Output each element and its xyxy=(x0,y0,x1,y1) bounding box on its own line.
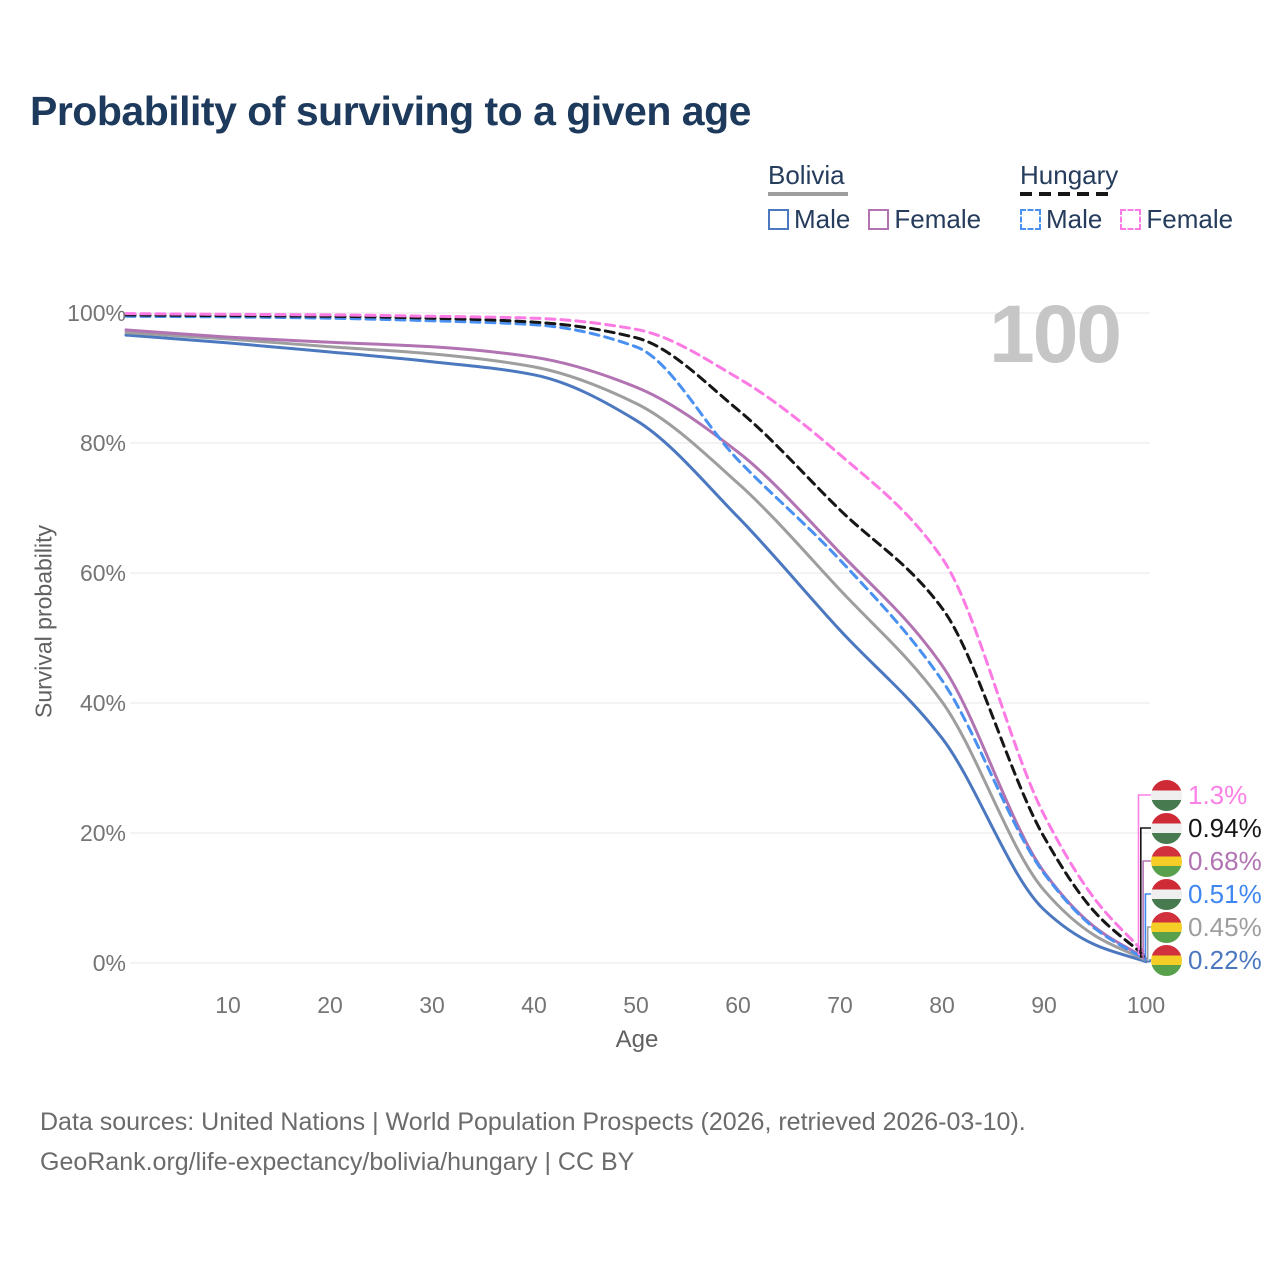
legend-item-bolivia-male[interactable]: Male xyxy=(768,204,850,235)
x-tick-label: 100 xyxy=(1126,992,1166,1018)
legend-item-hungary-female[interactable]: Female xyxy=(1120,204,1233,235)
page-title: Probability of surviving to a given age xyxy=(30,88,751,134)
end-label-value: 0.68% xyxy=(1188,845,1262,876)
y-tick-label: 40% xyxy=(79,690,126,716)
legend-item-label: Female xyxy=(1146,204,1234,234)
y-tick-label: 0% xyxy=(92,950,126,976)
series-line-bolivia-female xyxy=(124,328,1148,961)
y-tick-label: 60% xyxy=(79,560,126,586)
series-line-hungary-male xyxy=(124,314,1148,962)
x-tick-label: 50 xyxy=(623,992,649,1018)
end-label: 0.22% xyxy=(1151,944,1262,976)
dashed-line-style-sample xyxy=(1020,192,1114,196)
legend-item-label: Male xyxy=(1046,204,1103,234)
end-label-connector xyxy=(1142,860,1151,960)
end-label-value: 1.3% xyxy=(1188,779,1248,810)
end-label-value: 0.22% xyxy=(1188,944,1262,975)
legend-swatch-icon xyxy=(1120,209,1142,230)
legend-item-label: Female xyxy=(894,204,982,234)
legend-group-bolivia: Bolivia Male Female xyxy=(768,160,981,235)
y-tick-label: 100% xyxy=(67,300,126,326)
legend-group-hungary: Hungary Male Female xyxy=(1020,160,1233,235)
legend-swatch-icon xyxy=(768,209,789,230)
series-line-bolivia-combined xyxy=(124,331,1148,962)
end-label: 1.3% xyxy=(1151,779,1247,811)
hungary-flag-icon xyxy=(1151,779,1182,811)
end-label: 0.94% xyxy=(1151,812,1262,844)
end-label-connector xyxy=(1146,959,1151,963)
end-label-value: 0.51% xyxy=(1188,878,1262,909)
end-label-value: 0.45% xyxy=(1188,911,1262,942)
end-label-connector xyxy=(1146,926,1151,961)
x-tick-label: 10 xyxy=(215,992,241,1018)
bolivia-flag-icon xyxy=(1151,911,1182,943)
solid-line-style-sample xyxy=(768,192,848,196)
legend-group-title: Bolivia xyxy=(768,160,845,190)
end-label-value: 0.94% xyxy=(1188,812,1262,843)
series-line-hungary-combined xyxy=(124,313,1148,959)
hungary-flag-icon xyxy=(1151,878,1182,910)
x-tick-label: 70 xyxy=(827,992,853,1018)
legend-swatch-icon xyxy=(868,209,890,230)
x-tick-label: 40 xyxy=(521,992,547,1018)
y-tick-label: 80% xyxy=(79,430,126,456)
end-label-connector xyxy=(1144,893,1151,961)
hungary-flag-icon xyxy=(1151,812,1182,844)
series-line-bolivia-male xyxy=(124,333,1148,964)
y-tick-label: 20% xyxy=(79,820,126,846)
x-axis-title: Age xyxy=(615,1026,659,1053)
bolivia-flag-icon xyxy=(1151,845,1182,877)
end-label: 0.51% xyxy=(1151,878,1262,910)
x-tick-label: 90 xyxy=(1031,992,1057,1018)
y-axis-title: Survival probability xyxy=(30,524,57,719)
legend-item-hungary-male[interactable]: Male xyxy=(1020,204,1102,235)
legend-item-label: Male xyxy=(794,204,851,234)
legend-items-row: Male Female xyxy=(768,204,981,235)
legend-group-title: Hungary xyxy=(1020,160,1119,190)
end-label-connector xyxy=(1137,794,1151,956)
x-tick-label: 30 xyxy=(419,992,445,1018)
bolivia-flag-icon xyxy=(1151,944,1182,976)
end-label: 0.68% xyxy=(1151,845,1262,877)
age-watermark: 100 xyxy=(989,289,1122,380)
x-tick-label: 80 xyxy=(929,992,955,1018)
legend-item-bolivia-female[interactable]: Female xyxy=(868,204,981,235)
legend-items-row: Male Female xyxy=(1020,204,1233,235)
attribution-text: GeoRank.org/life-expectancy/bolivia/hung… xyxy=(40,1148,635,1176)
x-tick-label: 60 xyxy=(725,992,751,1018)
x-tick-label: 20 xyxy=(317,992,343,1018)
series-line-hungary-female xyxy=(124,312,1148,956)
data-sources-text: Data sources: United Nations | World Pop… xyxy=(40,1108,1026,1136)
legend-swatch-icon xyxy=(1020,209,1041,230)
end-label: 0.45% xyxy=(1151,911,1262,943)
